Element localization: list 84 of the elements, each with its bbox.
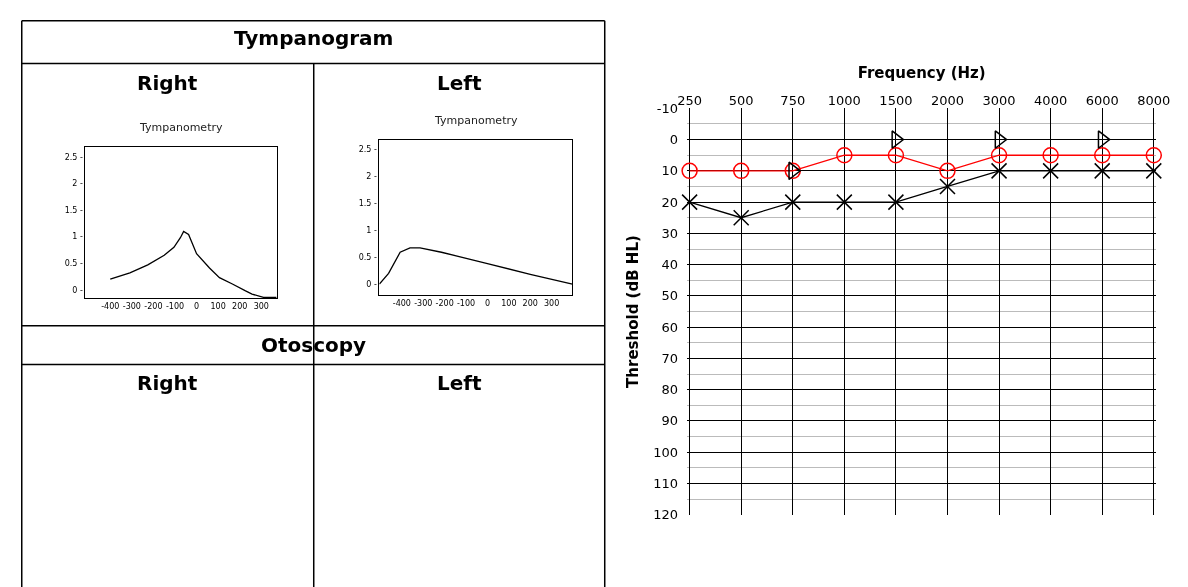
point — [1093, 146, 1111, 164]
y-tick-label: 0 - — [72, 285, 83, 295]
y-tick-label: 1.5 - — [358, 198, 377, 208]
x-tick-label: -200 — [435, 299, 454, 309]
x-tick-label: 4000 — [1034, 92, 1068, 108]
y-tick-label: 110 — [653, 475, 679, 491]
x-tick-label: -400 — [101, 301, 120, 311]
x-tick-label: 1000 — [827, 92, 861, 108]
text: Right — [137, 71, 198, 95]
text: Left — [437, 371, 483, 395]
x-tick-label: 200 — [522, 299, 538, 309]
point — [939, 178, 956, 195]
point — [887, 146, 905, 164]
point — [1042, 146, 1059, 164]
x-tick-label: 300 — [544, 299, 560, 309]
x-tick-label: -100 — [165, 301, 185, 311]
point — [784, 162, 802, 180]
y-tick-label: 10 — [661, 163, 679, 179]
x-tick-label: 100 — [210, 301, 226, 311]
y-tick-label: 0 — [669, 132, 679, 148]
y-tick-label: 0 - — [366, 279, 377, 289]
y-tick-label: 120 — [653, 507, 679, 523]
x-tick-label: 8000 — [1137, 92, 1171, 108]
point — [836, 193, 853, 211]
point — [1145, 146, 1163, 164]
point — [784, 193, 802, 211]
x-tick-label: 1500 — [879, 92, 913, 108]
y-tick-label: 70 — [661, 350, 679, 366]
x-tick-label: 750 — [780, 92, 806, 108]
chart-title: Tympanometry — [434, 114, 518, 127]
y-axis-title: Threshold (dB HL) — [624, 235, 643, 388]
x-tick-label: 2000 — [930, 92, 965, 108]
y-tick-label: -10 — [656, 100, 679, 116]
point — [990, 146, 1008, 164]
y-tick-label: 1.5 - — [64, 205, 83, 215]
point — [1145, 162, 1163, 180]
y-tick-label: 2 - — [366, 171, 377, 181]
x-tick-label: -400 — [392, 299, 411, 309]
point — [732, 209, 750, 226]
x-tick-label: 6000 — [1085, 92, 1119, 108]
point — [939, 162, 956, 180]
y-tick-label: 80 — [661, 382, 679, 398]
x-tick-label: 200 — [232, 301, 248, 311]
x-tick-label: 0 — [484, 299, 490, 309]
y-tick-label: 0.5 - — [358, 252, 377, 262]
y-tick-label: 20 — [661, 194, 679, 210]
y-tick-label: 1 - — [366, 225, 377, 235]
point — [1093, 162, 1111, 180]
x-tick-label: 500 — [728, 92, 754, 108]
point — [1097, 130, 1111, 150]
y-tick-label: 2 - — [72, 179, 83, 189]
point — [994, 130, 1008, 150]
x-tick-label: 250 — [677, 92, 703, 108]
point — [990, 162, 1008, 180]
x-tick-label: 300 — [253, 301, 269, 311]
x-tick-label: -100 — [456, 299, 476, 309]
y-tick-label: 60 — [661, 319, 679, 335]
x-axis-title: Frequency (Hz) — [857, 63, 986, 82]
y-tick-label: 0.5 - — [64, 259, 83, 269]
text: Right — [137, 371, 198, 395]
x-tick-label: -300 — [122, 301, 141, 311]
y-tick-label: 40 — [661, 257, 679, 273]
chart-title: Tympanometry — [139, 121, 223, 134]
y-tick-label: 30 — [661, 225, 679, 241]
y-tick-label: 100 — [653, 444, 679, 460]
x-tick-label: 3000 — [982, 92, 1016, 108]
x-tick-label: -200 — [144, 301, 163, 311]
y-tick-label: 2.5 - — [358, 144, 377, 154]
y-tick-label: 90 — [661, 413, 679, 429]
point — [681, 162, 698, 180]
point — [681, 193, 698, 211]
text: Tympanogram — [234, 26, 394, 50]
point — [836, 146, 853, 164]
x-tick-label: 100 — [501, 299, 517, 309]
y-tick-label: 50 — [661, 288, 679, 304]
point — [1042, 162, 1059, 180]
point — [887, 193, 905, 211]
point — [732, 162, 750, 180]
point — [891, 130, 905, 150]
x-tick-label: -300 — [414, 299, 433, 309]
y-tick-label: 2.5 - — [64, 152, 83, 162]
x-tick-label: 0 — [194, 301, 200, 311]
y-tick-label: 1 - — [72, 232, 83, 242]
text: Left — [437, 71, 483, 95]
